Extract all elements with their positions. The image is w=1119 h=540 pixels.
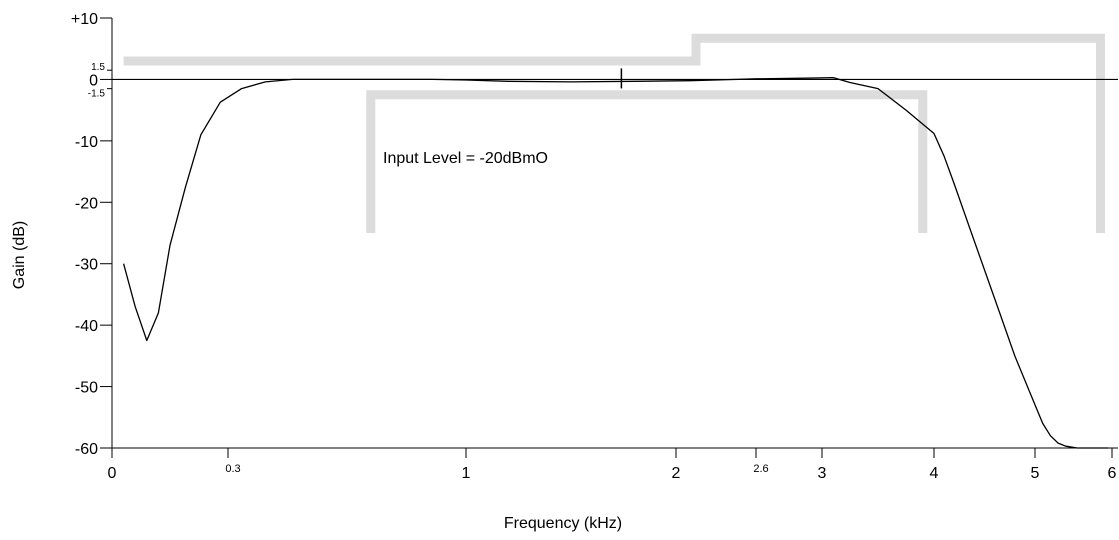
y-tick-label: -20: [75, 195, 98, 212]
y-tick-label: +10: [71, 11, 98, 28]
x-tick-label: 5: [1031, 465, 1040, 482]
y-axis-title: Gain (dB): [11, 221, 28, 289]
x-tick-label: 3: [818, 465, 827, 482]
x-tick-label: 1: [462, 465, 471, 482]
y-tick-label: -40: [75, 318, 98, 335]
mask-layer: [123, 33, 1105, 233]
x-axis-title: Frequency (kHz): [504, 515, 622, 532]
axes: +101.50-1.5-10-20-30-40-50-600 0.3 1 2 2.6 3 4…: [71, 11, 1118, 482]
x-tick-label: 6: [1108, 465, 1117, 482]
y-tick-label: 0: [89, 72, 98, 89]
y-tick-label: -30: [75, 257, 98, 274]
x-tick-label: 0: [108, 465, 117, 482]
y-tick-label: -50: [75, 380, 98, 397]
x-tick-label: 2.6: [753, 463, 768, 475]
x-tick-label: 4: [930, 465, 939, 482]
y-tick-label: -1.5: [88, 89, 106, 100]
response-curve: [122, 76, 1109, 449]
x-tick-label: 0.3: [225, 463, 240, 475]
y-tick-label: 1.5: [91, 62, 105, 73]
y-tick-label: -60: [75, 441, 98, 458]
input-level-annotation: Input Level = -20dBmO: [383, 150, 548, 167]
y-tick-label: -10: [75, 134, 98, 151]
mask-lower-limit: [366, 90, 928, 233]
mask-upper-limit: [123, 33, 1105, 233]
series-layer: [122, 68, 1109, 449]
x-tick-label: 2: [672, 465, 681, 482]
